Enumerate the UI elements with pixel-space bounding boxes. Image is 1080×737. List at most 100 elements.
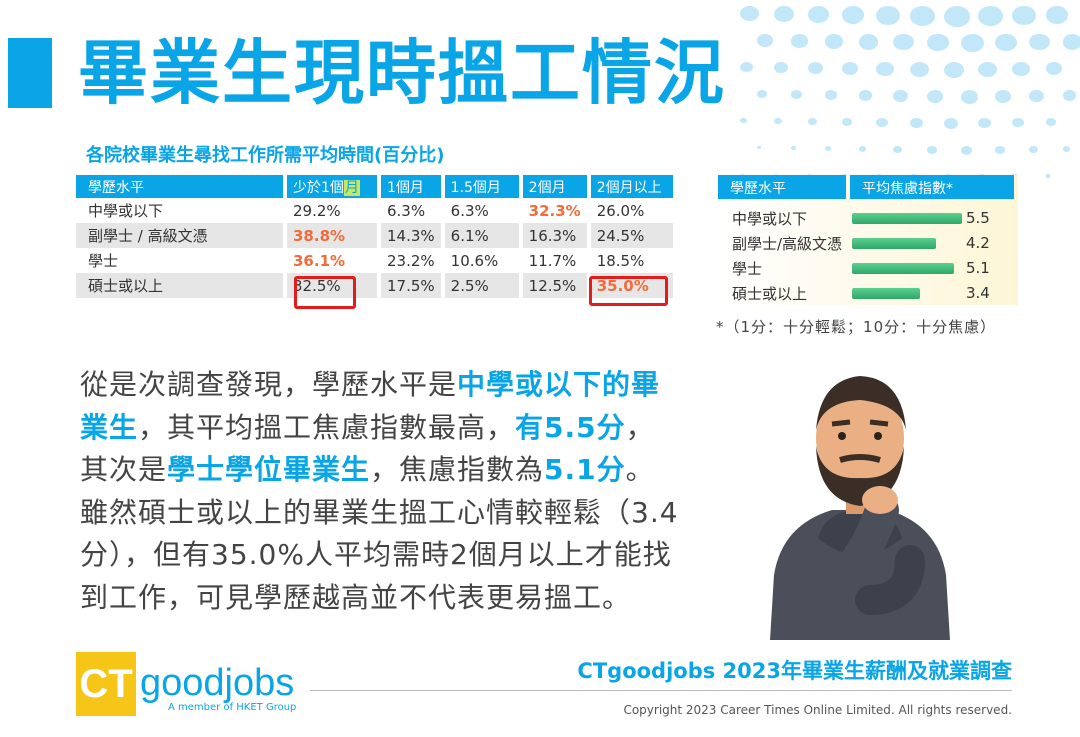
- header-under-1-text: 少於1個: [293, 179, 344, 196]
- decorative-dot: [1063, 146, 1071, 152]
- decorative-dot: [910, 62, 929, 78]
- decorative-dot-pattern: [720, 0, 1080, 210]
- cell-value-highlight: 36.1%: [293, 251, 346, 270]
- para-text: 從是次調查發現，學歷水平是: [80, 368, 458, 401]
- cell-value: 16.3%: [522, 223, 587, 248]
- decorative-dot: [842, 62, 859, 76]
- decorative-dot: [1046, 174, 1051, 178]
- cell-education: 中學或以下: [88, 202, 164, 220]
- cell-value: 17.5%: [381, 273, 441, 298]
- para-text: ，焦慮指數為: [370, 453, 545, 486]
- decorative-dot: [757, 90, 767, 98]
- header-1-month: 1個月: [381, 175, 441, 198]
- decorative-dot: [774, 118, 782, 125]
- decorative-dot: [876, 6, 900, 25]
- anxiety-row-label: 學士: [732, 260, 763, 278]
- decorative-dot: [859, 146, 867, 152]
- decorative-dot: [961, 34, 984, 53]
- table-header-row: 學歷水平 少於1個月 1個月 1.5個月 2個月 2個月以上: [76, 175, 673, 198]
- decorative-dot: [825, 34, 844, 49]
- decorative-dot: [808, 6, 830, 23]
- decorative-dot: [1046, 62, 1063, 76]
- decorative-dot: [740, 6, 759, 22]
- para-text: 。雖然碩士或以上的畢業生搵工心情較輕鬆（3.4分），但有35.0%人平均需時2個…: [80, 453, 679, 614]
- decorative-dot: [978, 62, 997, 78]
- decorative-dot: [995, 34, 1017, 52]
- decorative-dot: [910, 118, 923, 129]
- table-row: 副學士 / 高級文憑 38.8% 14.3% 6.1% 16.3% 24.5%: [76, 223, 673, 248]
- decorative-dot: [944, 118, 958, 130]
- cell-value: 10.6%: [450, 251, 499, 270]
- anxiety-row: 學士 5.1: [718, 255, 1018, 280]
- decorative-dot: [944, 6, 970, 27]
- highlight-box-under-1-month: [294, 276, 356, 309]
- decorative-dot: [876, 62, 894, 77]
- cell-value: 6.3%: [387, 201, 426, 220]
- decorative-dot: [774, 6, 794, 22]
- thinking-man-illustration: [770, 376, 950, 640]
- decorative-dot: [893, 90, 908, 102]
- decorative-dot: [995, 146, 1005, 154]
- para-text: ，其平均搵工焦慮指數最高，: [138, 410, 516, 444]
- anxiety-row: 碩士或以上 3.4: [718, 280, 1018, 305]
- cell-value: 11.7%: [528, 251, 577, 270]
- decorative-dot: [757, 34, 773, 47]
- survey-source: CTgoodjobs 2023年畢業生薪酬及就業調查: [577, 659, 1012, 683]
- decorative-dot: [859, 90, 873, 101]
- decorative-dot: [978, 6, 1003, 26]
- para-text: ，其次是: [80, 410, 655, 487]
- decorative-dot: [791, 90, 802, 99]
- anxiety-value: 5.5: [966, 209, 990, 227]
- decorative-dot: [1029, 90, 1044, 102]
- anxiety-header-education: 學歷水平: [718, 175, 846, 199]
- header-over-2-months: 2個月以上: [590, 175, 673, 198]
- anxiety-header-index: 平均焦慮指數*: [850, 175, 1014, 199]
- cell-education: 碩士或以上: [76, 273, 283, 298]
- decorative-dot: [893, 146, 902, 153]
- decorative-dot: [927, 34, 949, 52]
- cell-value: 23.2%: [387, 251, 435, 270]
- cell-education: 學士: [88, 252, 119, 270]
- cell-value: 18.5%: [596, 251, 645, 270]
- scale-note: *（1分：十分輕鬆；10分：十分焦慮）: [716, 318, 997, 336]
- decorative-dot: [842, 118, 853, 127]
- decorative-dot: [1046, 6, 1069, 24]
- decorative-dot: [1012, 118, 1024, 128]
- decorative-dot: [1063, 34, 1080, 50]
- table-row: 碩士或以上 32.5% 17.5% 2.5% 12.5% 35.0%: [76, 273, 673, 298]
- decorative-dot: [961, 90, 978, 104]
- anxiety-value: 4.2: [966, 234, 990, 252]
- decorative-dot: [1046, 118, 1057, 127]
- cell-value: 2.5%: [444, 273, 519, 298]
- cell-value: 6.3%: [450, 201, 489, 220]
- para-bold: 中學或以下的畢業生: [80, 368, 661, 444]
- cell-value: 24.5%: [590, 223, 673, 248]
- decorative-dot: [757, 146, 761, 150]
- header-under-1-month-highlight: 月: [343, 179, 360, 196]
- decorative-dot: [808, 118, 818, 126]
- para-bold: 學士學位畢業生: [167, 453, 371, 486]
- title-accent-bar: [8, 38, 52, 108]
- decorative-dot: [927, 146, 937, 154]
- decorative-dot: [842, 6, 865, 24]
- cell-value: 14.3%: [381, 223, 441, 248]
- copyright-text: Copyright 2023 Career Times Online Limit…: [623, 703, 1012, 717]
- anxiety-row: 中學或以下 5.5: [718, 205, 1018, 230]
- cell-value-highlight: 38.8%: [287, 223, 377, 248]
- decorative-dot: [961, 146, 972, 155]
- decorative-dot: [808, 62, 824, 75]
- anxiety-row-label: 碩士或以上: [732, 285, 808, 303]
- header-education: 學歷水平: [76, 175, 283, 198]
- anxiety-rows: 中學或以下 5.5 副學士/高級文憑 4.2 學士 5.1 碩士或以上 3.4: [718, 205, 1018, 305]
- header-under-1-month: 少於1個月: [287, 175, 377, 198]
- cell-value: 26.0%: [596, 201, 645, 220]
- logo-goodjobs-text: goodjobs: [140, 662, 295, 704]
- decorative-dot: [740, 118, 747, 124]
- footer-divider: [310, 690, 1012, 691]
- header-2-months: 2個月: [522, 175, 587, 198]
- anxiety-bar: [852, 213, 962, 224]
- cell-education: 副學士 / 高級文憑: [76, 223, 283, 248]
- highlight-box-over-2-months: [589, 276, 668, 306]
- decorative-dot: [740, 62, 753, 73]
- anxiety-header-row: 學歷水平 平均焦慮指數*: [718, 175, 1018, 199]
